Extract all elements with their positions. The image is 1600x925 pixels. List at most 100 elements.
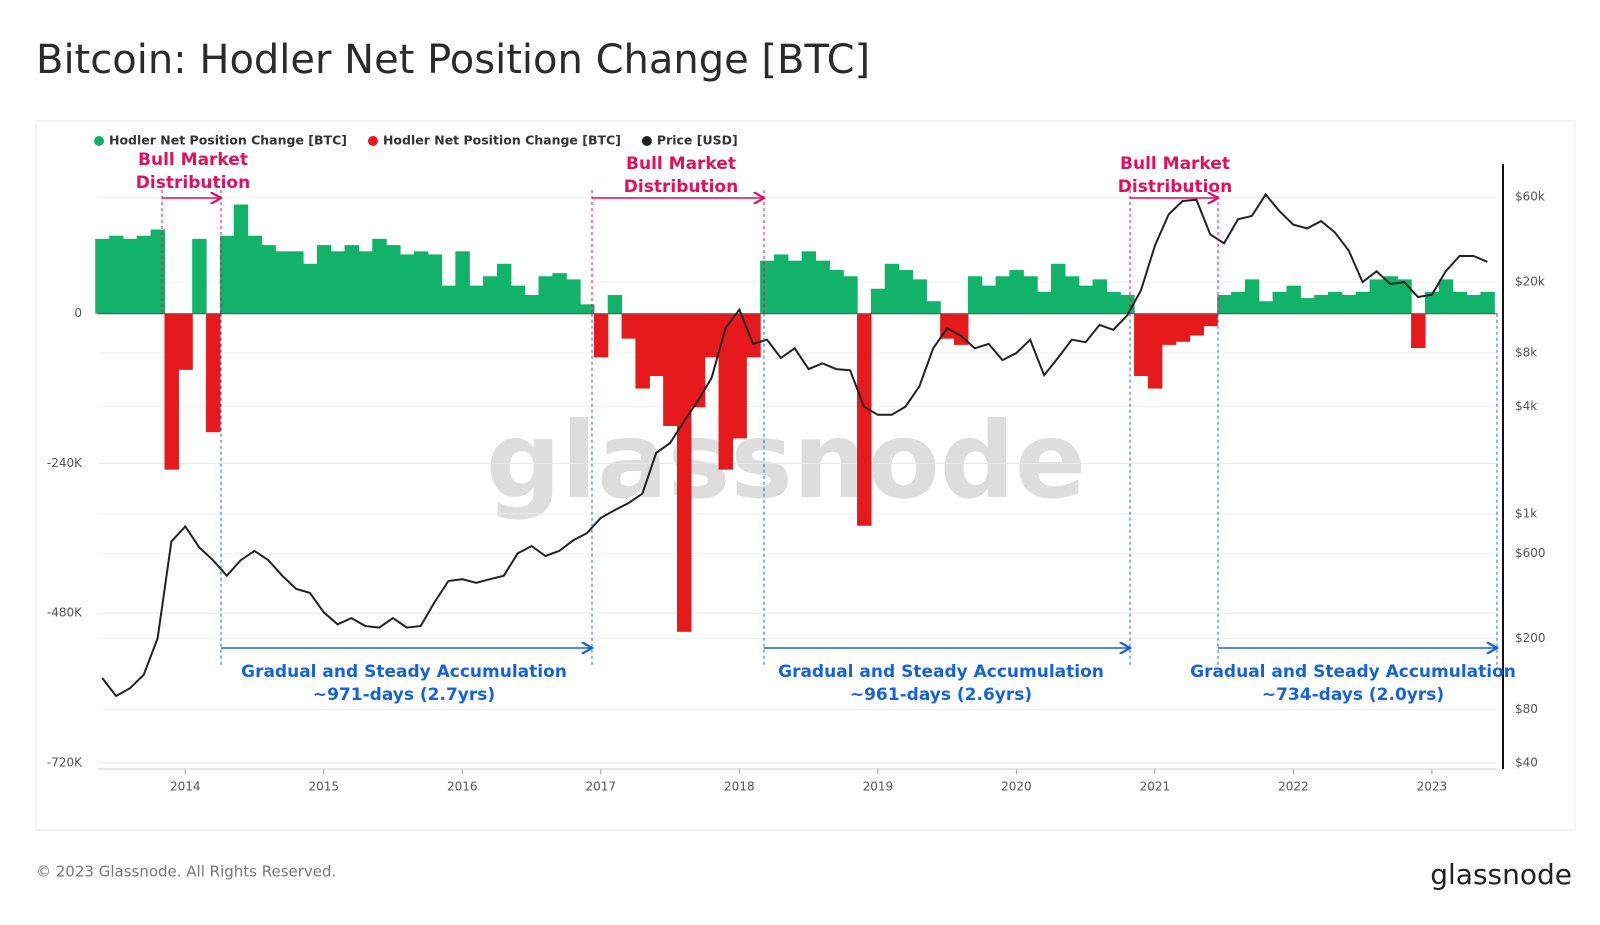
area-bar [1037, 291, 1052, 314]
area-bar [1134, 313, 1149, 377]
y2-tick-label: $20k [1515, 275, 1545, 289]
area-bar [898, 270, 914, 314]
area-bar [510, 285, 526, 314]
area-bar [524, 294, 540, 314]
area-bar [1258, 301, 1274, 314]
area-bar [746, 313, 761, 358]
legend-label: Hodler Net Position Change [BTC] [109, 133, 347, 148]
y-tick-label: -720K [47, 755, 83, 769]
area-bar [164, 313, 179, 470]
area-bar [233, 204, 249, 314]
y2-tick-label: $200 [1515, 631, 1546, 645]
area-bar [483, 276, 498, 314]
area-bar [1244, 279, 1260, 314]
area-bar [358, 251, 373, 314]
area-bar [663, 313, 678, 426]
area-bar [427, 254, 443, 314]
area-bar [1078, 285, 1094, 314]
area-bar [995, 276, 1011, 314]
y2-tick-label: $60k [1515, 190, 1545, 204]
area-bar [1161, 313, 1177, 345]
area-bar [219, 235, 235, 314]
annotation: ~961-days (2.6yrs) [850, 685, 1032, 705]
area-bar [1217, 294, 1232, 314]
area-bar [1438, 279, 1454, 314]
y2-tick-label: $1k [1515, 506, 1537, 520]
area-bar [1466, 294, 1481, 314]
area-bar [344, 245, 360, 314]
x-tick-label: 2016 [447, 780, 478, 794]
x-tick-label: 2021 [1140, 780, 1171, 794]
area-bar [829, 270, 844, 314]
area-bar [303, 263, 318, 314]
y-tick-label: -240K [47, 456, 83, 470]
chart-frame [35, 120, 1576, 831]
annotation: ~734-days (2.0yrs) [1262, 685, 1444, 705]
area-bar [1383, 276, 1398, 314]
area-bar [732, 313, 747, 439]
x-tick-label: 2014 [170, 780, 201, 794]
area-bar [1092, 279, 1107, 314]
x-tick-label: 2015 [309, 780, 340, 794]
area-bar [1424, 291, 1440, 314]
area-bar [801, 251, 817, 314]
x-tick-label: 2023 [1417, 780, 1448, 794]
area-bar [884, 263, 900, 314]
area-bar [704, 313, 720, 358]
area-bar [247, 235, 263, 314]
area-bar [538, 276, 553, 314]
x-tick-label: 2020 [1001, 780, 1032, 794]
area-bar [275, 251, 290, 314]
logo: glassnode [1430, 858, 1572, 891]
y-tick-label: 0 [74, 306, 82, 320]
area-bar [580, 304, 595, 314]
area-bar [1286, 285, 1301, 314]
area-bar [926, 301, 941, 314]
copyright: © 2023 Glassnode. All Rights Reserved. [36, 863, 336, 881]
area-bar [386, 245, 401, 314]
area-bar [316, 245, 332, 314]
area-bar [1397, 279, 1412, 314]
area-bar [1300, 298, 1315, 314]
area-bar [843, 276, 858, 314]
legend-label: Price [USD] [657, 133, 738, 148]
chart-title: Bitcoin: Hodler Net Position Change [BTC… [36, 37, 870, 83]
area-bar [1147, 313, 1163, 389]
legend-marker [367, 136, 378, 146]
x-tick-label: 2019 [863, 780, 894, 794]
area-bar [1480, 291, 1495, 314]
area-bar [330, 251, 346, 314]
area-bar [912, 279, 927, 314]
area-bar [289, 251, 304, 314]
annotation: ~971-days (2.7yrs) [313, 685, 495, 705]
area-bar [1175, 313, 1191, 342]
area-bar [967, 276, 983, 314]
area-bar [1341, 294, 1357, 314]
area-bar [1189, 313, 1204, 336]
area-bar [1009, 270, 1024, 314]
y2-tick-label: $8k [1515, 345, 1537, 359]
area-bar [1064, 276, 1080, 314]
area-bar [1328, 291, 1343, 314]
x-tick-label: 2018 [724, 780, 755, 794]
y2-tick-label: $600 [1515, 546, 1546, 560]
area-bar [676, 313, 692, 632]
x-tick-label: 2022 [1278, 780, 1309, 794]
area-bar [870, 288, 886, 314]
area-bar [1023, 276, 1038, 314]
area-bar [1050, 263, 1066, 314]
annotation: Bull Market [138, 150, 248, 170]
area-bar [1355, 291, 1371, 314]
area-bar [1272, 291, 1288, 314]
area-bar [206, 313, 221, 433]
area-bar [1203, 313, 1218, 327]
annotation: Distribution [136, 173, 250, 193]
area-bar [441, 285, 456, 314]
area-bar [399, 254, 415, 314]
area-bar [95, 238, 110, 314]
y2-tick-label: $4k [1515, 399, 1537, 413]
area-bar [122, 238, 138, 314]
area-bar [192, 238, 207, 314]
area-bar [150, 229, 166, 314]
